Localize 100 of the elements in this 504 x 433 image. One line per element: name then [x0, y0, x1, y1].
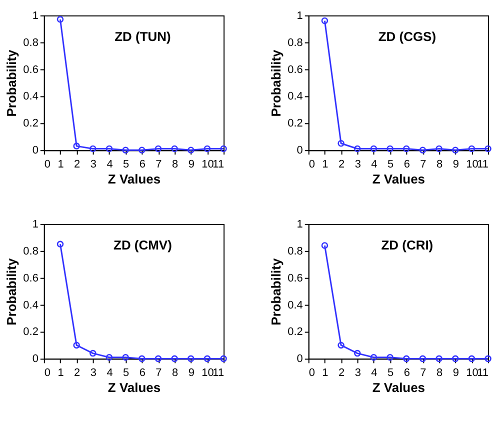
point — [370, 354, 378, 361]
x-tick-label: 11 — [477, 158, 489, 171]
y-axis-title: Probability — [268, 258, 284, 326]
x-tick-label: 2 — [338, 158, 345, 171]
x-tick-label: 5 — [123, 367, 130, 380]
y-tick-label: 0.2 — [288, 326, 303, 338]
x-tick-label: 11 — [477, 367, 489, 380]
point — [73, 142, 80, 150]
x-tick-label: 0 — [44, 158, 51, 171]
y-tick-label: 0.8 — [288, 36, 303, 49]
y-tick-label: 0.8 — [23, 36, 38, 49]
point — [354, 145, 361, 152]
x-tick-label: 3 — [90, 367, 96, 380]
point — [452, 355, 459, 362]
point — [386, 354, 394, 361]
text: ZD (CGS) — [378, 28, 436, 44]
x-tick-label: 7 — [156, 158, 162, 171]
x-tick-label: 3 — [354, 367, 361, 380]
x-tick-label: 1 — [58, 367, 64, 380]
point — [73, 342, 80, 349]
point — [354, 350, 361, 357]
y-tick-label: 0.2 — [288, 118, 303, 130]
point — [154, 355, 162, 362]
x-tick-label: 8 — [172, 367, 178, 380]
point — [106, 145, 113, 152]
point — [452, 146, 459, 154]
y-axis-title: Probability — [4, 48, 20, 117]
x-tick-label: 3 — [354, 158, 361, 171]
x-axis-title: Z Values — [108, 380, 161, 396]
y-tick-label: 0.8 — [288, 245, 303, 258]
y-tick-label: 1 — [296, 10, 303, 22]
point — [402, 355, 410, 362]
point — [436, 355, 442, 362]
x-tick-label: 9 — [188, 158, 194, 171]
x-tick-label: 10 — [202, 158, 214, 171]
x-axis-title: Z Values — [372, 172, 426, 187]
x-tick-label: 4 — [371, 158, 378, 171]
y-tick-label: 0.4 — [23, 299, 38, 312]
x-tick-label: 10 — [466, 367, 478, 380]
y-tick-label: 0.2 — [23, 118, 38, 130]
y-tick-label: 0 — [296, 144, 303, 157]
point — [122, 146, 129, 154]
y-tick-label: 1 — [296, 218, 303, 230]
y-tick-label: 0.8 — [23, 245, 38, 258]
point — [122, 354, 129, 361]
x-tick-label: 11 — [212, 367, 224, 380]
x-tick-label: 9 — [452, 367, 459, 380]
x-tick-label: 8 — [436, 158, 443, 171]
text: ZD (TUN) — [114, 28, 171, 44]
x-tick-label: 9 — [452, 158, 459, 171]
point — [338, 342, 344, 349]
point — [188, 355, 194, 362]
point — [468, 145, 476, 152]
y-axis-title: Probability — [268, 48, 284, 117]
x-tick-label: 5 — [387, 367, 394, 380]
x-tick-label: 7 — [420, 158, 426, 171]
x-tick-label: 8 — [436, 367, 443, 380]
x-tick-label: 10 — [466, 158, 478, 171]
point — [419, 355, 426, 362]
x-tick-label: 0 — [308, 158, 315, 171]
x-tick-label: 5 — [387, 158, 394, 171]
point — [468, 355, 476, 362]
point — [154, 145, 162, 152]
y-tick-label: 0 — [296, 353, 303, 366]
x-tick-label: 6 — [139, 367, 146, 380]
x-tick-label: 6 — [404, 158, 410, 171]
x-tick-label: 6 — [404, 367, 410, 380]
point — [386, 145, 394, 152]
point — [338, 140, 344, 147]
y-tick-label: 0.6 — [23, 64, 38, 76]
text: ZD (CMV) — [114, 238, 172, 253]
point — [106, 354, 113, 361]
y-tick-label: 0.6 — [23, 272, 38, 284]
point — [419, 146, 426, 154]
point — [90, 145, 96, 152]
text: ZD (CRI) — [381, 238, 434, 253]
y-tick-label: 0.6 — [288, 64, 303, 76]
x-tick-label: 3 — [90, 158, 96, 171]
x-tick-label: 11 — [212, 158, 224, 171]
y-tick-label: 0.6 — [288, 272, 303, 284]
x-tick-label: 1 — [58, 158, 64, 171]
x-tick-label: 2 — [74, 367, 80, 380]
point — [204, 355, 211, 362]
x-axis-title: Z Values — [108, 172, 161, 187]
point — [138, 355, 146, 362]
x-tick-label: 5 — [123, 158, 130, 171]
x-axis-title: Z Values — [372, 380, 426, 396]
x-tick-label: 7 — [156, 367, 162, 380]
x-tick-label: 2 — [74, 158, 80, 171]
point — [90, 350, 96, 357]
x-tick-label: 7 — [420, 367, 426, 380]
x-tick-label: 2 — [338, 367, 345, 380]
x-tick-label: 10 — [202, 367, 214, 380]
point — [188, 146, 194, 154]
y-tick-label: 0.4 — [288, 90, 303, 103]
x-tick-label: 6 — [139, 158, 146, 171]
x-tick-label: 0 — [308, 367, 315, 380]
y-tick-label: 0 — [32, 353, 38, 366]
y-tick-label: 1 — [32, 10, 38, 22]
x-tick-label: 4 — [106, 367, 113, 380]
